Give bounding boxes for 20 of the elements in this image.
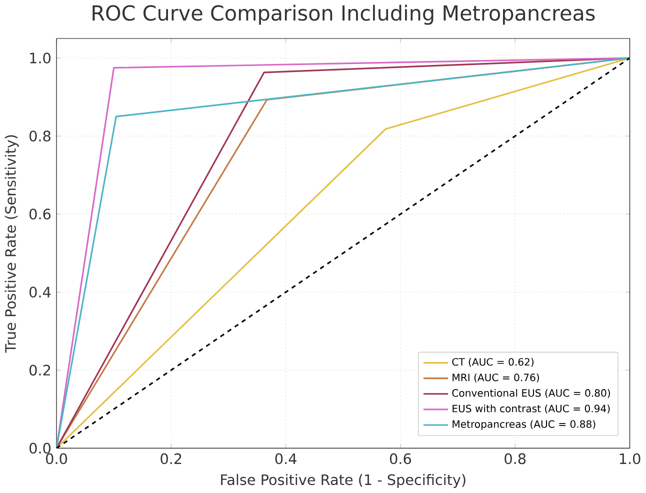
y-tick-label: 0.6 — [30, 208, 51, 220]
legend-label: MRI (AUC = 0.76) — [452, 374, 539, 383]
x-tick-label: 0.4 — [275, 453, 296, 464]
x-tick-label: 1.0 — [620, 453, 640, 464]
legend-label: EUS with contrast (AUC = 0.94) — [452, 404, 610, 414]
x-tick-label: 0.2 — [160, 453, 182, 464]
x-tick-label: 0.8 — [504, 453, 526, 464]
y-tick-label: 1.0 — [30, 52, 50, 64]
y-tick-label: 0.8 — [30, 130, 50, 142]
x-tick-label: 0.6 — [390, 453, 412, 464]
legend-label: CT (AUC = 0.62) — [452, 358, 534, 368]
chart-title: ROC Curve Comparison Including Metropancreas — [92, 4, 595, 25]
y-tick-label: 0.0 — [30, 442, 50, 454]
legend-label: Metropancreas (AUC = 0.88) — [452, 420, 596, 430]
y-axis-title: True Positive Rate (Sensitivity) — [4, 135, 19, 353]
x-tick-label: 0.0 — [46, 453, 67, 464]
x-axis-title: False Positive Rate (1 - Specificity) — [221, 474, 466, 488]
y-tick-label: 0.2 — [30, 364, 50, 376]
legend-label: Conventional EUS (AUC = 0.80) — [452, 389, 610, 398]
y-tick-label: 0.4 — [30, 286, 51, 298]
